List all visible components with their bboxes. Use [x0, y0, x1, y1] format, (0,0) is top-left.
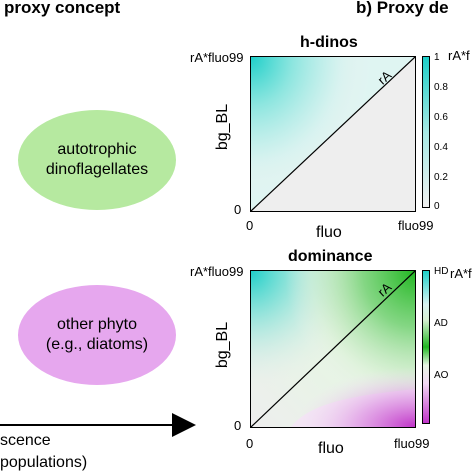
top-x-axis-label: fluo [316, 224, 342, 241]
bottom-cbar-tick-hd: HD [434, 266, 449, 277]
bottom-cbar-tick-ad: AD [434, 318, 448, 329]
top-x-zero: 0 [246, 218, 254, 233]
top-cbar-tick-04: 0.4 [434, 142, 448, 153]
top-cbar-tick-08: 0.8 [434, 82, 448, 93]
top-cbar-tick-06: 0.6 [434, 112, 448, 123]
group-2-line2: (e.g., diatoms) [45, 336, 149, 353]
bottom-colorbar [422, 270, 430, 424]
top-cbar-tick-1: 1 [434, 52, 440, 63]
bottom-x-axis-label: fluo [318, 440, 344, 457]
bottom-cbar-tick-ao: AO [434, 370, 449, 381]
top-heatmap [250, 56, 416, 212]
bottom-x-end: fluo99 [394, 436, 430, 451]
panel-a-title: proxy concept [4, 0, 121, 17]
bottom-y-axis-label: bg_BL [214, 321, 232, 369]
other-phyto-ellipse: other phyto (e.g., diatoms) [18, 285, 176, 385]
top-right-label: rA*f [448, 48, 470, 63]
top-y-top-label: rA*fluo99 [190, 50, 244, 65]
top-y-axis-label: bg_BL [214, 103, 232, 151]
bottom-right-label: rA*f [450, 266, 472, 281]
top-cbar-tick-0: 0 [434, 201, 440, 212]
top-plot-title: h-dinos [300, 34, 358, 51]
group-1-line2: dinoflagellates [45, 161, 149, 178]
top-colorbar [422, 56, 430, 208]
group-1-line1: autotrophic [57, 141, 137, 158]
group-2-line1: other phyto [56, 316, 138, 333]
bottom-plot-title: dominance [288, 248, 373, 265]
bottom-x-zero: 0 [246, 436, 254, 451]
bottom-y-zero: 0 [234, 418, 242, 433]
time-arrow [0, 413, 196, 437]
bottom-y-top-label: rA*fluo99 [190, 264, 244, 279]
top-y-zero: 0 [234, 202, 242, 217]
arrow-text-2: populations) [0, 454, 88, 471]
dinoflagellates-ellipse: autotrophic dinoflagellates [18, 110, 176, 210]
arrow-text-1: scence [0, 432, 51, 449]
top-cbar-tick-02: 0.2 [434, 172, 448, 183]
top-x-end: fluo99 [398, 218, 434, 233]
panel-b-title: b) Proxy de [356, 0, 449, 17]
bottom-heatmap [250, 270, 416, 428]
